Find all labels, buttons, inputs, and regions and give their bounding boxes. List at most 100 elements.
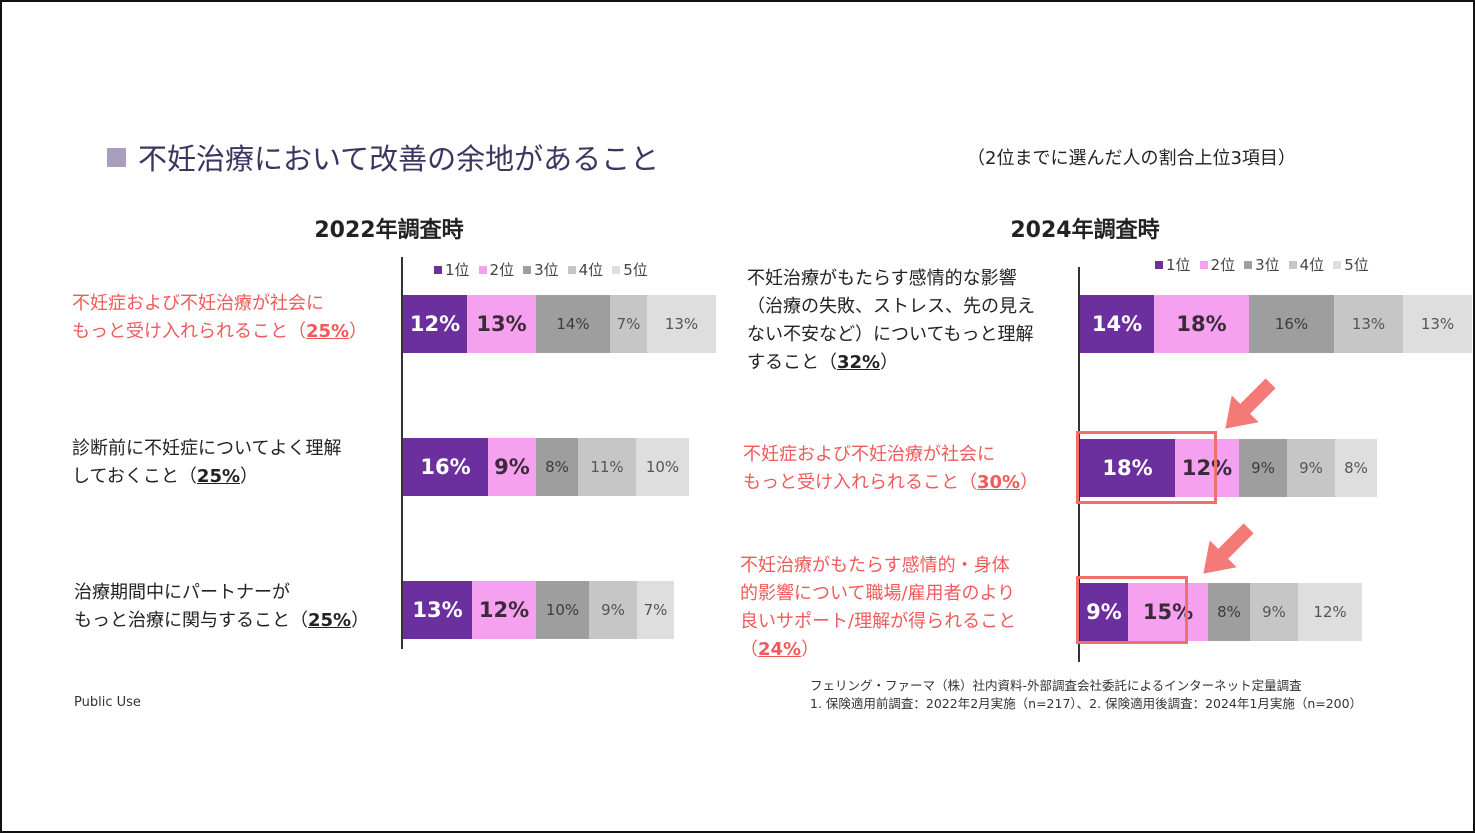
chart-title-2024: 2024年調査時 (1010, 218, 1160, 243)
page-title-text: 不妊治療において改善の余地があること (138, 142, 660, 176)
legend-swatch-icon (1288, 260, 1297, 269)
item-label-line: もっと治療に関与すること（25%） (74, 607, 369, 635)
chart-title-2022: 2022年調査時 (314, 218, 464, 243)
bar-segment-rank4: 13% (1334, 295, 1403, 353)
legend-label: 1位 (445, 261, 470, 279)
legend-label: 3位 (1255, 256, 1280, 274)
bar-segment-rank3: 9% (1239, 439, 1287, 497)
bar-segment-rank4: 9% (1250, 583, 1298, 641)
legend-swatch-icon (1244, 260, 1253, 269)
bar-segment-rank4: 7% (610, 295, 647, 353)
legend-item: 5位 (1333, 254, 1369, 275)
page-title: 不妊治療において改善の余地があること (107, 136, 659, 178)
arrow-shape (1225, 378, 1276, 429)
item-label-text: 的影響について職場/雇用者のより (740, 583, 1016, 604)
axis-2024 (1078, 267, 1080, 662)
item-share-pct: 25% (306, 321, 350, 342)
item-label-text: もっと受け入れられること（ (72, 321, 306, 342)
legend-label: 2位 (489, 261, 515, 279)
bar-segment-rank5: 12% (1298, 583, 1362, 641)
bar-segment-rank3: 8% (536, 438, 578, 496)
item-label-suffix: ） (349, 321, 368, 342)
title-square-icon (107, 148, 126, 167)
legend-item: 1位 (1155, 254, 1191, 275)
bar-segment-rank2: 9% (488, 438, 536, 496)
item-label-line: 治療期間中にパートナーが (74, 579, 369, 607)
bar-row: 13% 12% 10% 9% 7% (403, 581, 674, 639)
item-label-text: もっと受け入れられること（ (743, 472, 977, 493)
item-label-text: 不妊治療がもたらす感情的な影響 (747, 268, 1017, 289)
item-label-line: （24%） (740, 636, 1016, 664)
footnote-line1: フェリング・ファーマ（株）社内資料-外部調査会社委託によるインターネット定量調査 (810, 678, 1302, 693)
item-label-line: 不妊治療がもたらす感情的な影響 (747, 265, 1035, 293)
item-label-suffix: ） (801, 639, 820, 660)
item-label-line: しておくこと（25%） (72, 463, 341, 491)
arrow-shape (1203, 523, 1254, 574)
item-label-text: ない不安など）についてもっと理解 (747, 324, 1034, 345)
item-label-suffix: ） (351, 610, 370, 631)
bar-row: 14% 18% 16% 13% 13% (1080, 295, 1472, 353)
item-label-line: 診断前に不妊症についてよく理解 (72, 435, 341, 463)
highlight-box (1076, 431, 1217, 504)
bar-row: 18% 12% 9% 9% 8% (1080, 439, 1377, 497)
item-label-line: 良いサポート/理解が得られること (740, 608, 1016, 636)
item-label-line: すること（32%） (747, 349, 1035, 377)
item-label-line: 的影響について職場/雇用者のより (740, 580, 1016, 608)
item-label-line: もっと受け入れられること（25%） (72, 318, 367, 346)
item-share-pct: 25% (308, 610, 352, 631)
legend-label: 4位 (1299, 256, 1325, 274)
bar-segment-rank1: 14% (1080, 295, 1154, 353)
item-label-text: 不妊症および不妊治療が社会に (72, 293, 324, 314)
item-share-pct: 25% (196, 466, 241, 487)
bar-segment-rank3: 16% (1249, 295, 1334, 353)
legend-swatch-icon (612, 265, 621, 274)
item-label: 不妊治療がもたらす感情的な影響 （治療の失敗、ストレス、先の見えない不安など）につ… (747, 265, 1035, 377)
bar-segment-rank2: 13% (467, 295, 536, 353)
bar-segment-rank1: 12% (403, 295, 467, 353)
bar-segment-rank4: 11% (578, 438, 636, 496)
legend-label: 2位 (1210, 256, 1236, 274)
legend-swatch-icon (478, 265, 487, 274)
bar-segment-rank4: 9% (589, 581, 637, 639)
page-subtitle: （2位までに選んだ人の割合上位3項目） (967, 148, 1296, 169)
bar-segment-rank5: 7% (637, 581, 674, 639)
legend-item: 2位 (478, 259, 515, 280)
bar-segment-rank2: 18% (1154, 295, 1249, 353)
item-label-text: すること（ (747, 352, 837, 373)
legend-swatch-icon (1333, 260, 1342, 269)
legend-label: 3位 (534, 261, 559, 279)
item-label-text: しておくこと（ (72, 466, 197, 487)
item-label-text: もっと治療に関与すること（ (74, 610, 308, 631)
bar-segment-rank5: 13% (1403, 295, 1472, 353)
legend-item: 1位 (434, 259, 470, 280)
item-label: 不妊症および不妊治療が社会に もっと受け入れられること（25%） (72, 290, 367, 346)
footnote-line2: 1. 保険適用前調査：2022年2月実施（n=217）、2. 保険適用後調査：2… (810, 696, 1363, 711)
bar-row: 16% 9% 8% 11% 10% (403, 438, 689, 496)
bar-segment-rank3: 10% (536, 581, 589, 639)
item-label-line: （治療の失敗、ストレス、先の見え (747, 293, 1035, 321)
item-label-text: 不妊症および不妊治療が社会に (743, 444, 995, 465)
bar-segment-rank5: 13% (647, 295, 716, 353)
axis-2022 (401, 257, 403, 649)
legend-swatch-icon (567, 265, 576, 274)
bar-segment-rank1: 13% (403, 581, 472, 639)
item-label-text: （ (740, 639, 758, 660)
item-label-suffix: ） (1020, 472, 1039, 493)
legend-item: 5位 (612, 259, 648, 280)
legend-item: 2位 (1199, 254, 1236, 275)
bar-segment-rank4: 9% (1287, 439, 1335, 497)
item-label-line: ない不安など）についてもっと理解 (747, 321, 1035, 349)
bar-segment-rank3: 14% (536, 295, 610, 353)
legend-item: 3位 (1244, 254, 1280, 275)
item-label-line: 不妊症および不妊治療が社会に (72, 290, 367, 318)
bar-row: 9% 15% 8% 9% 12% (1080, 583, 1362, 641)
item-label-text: 不妊治療がもたらす感情的・身体 (740, 555, 1010, 576)
item-label-line: もっと受け入れられること（30%） (743, 469, 1038, 497)
item-label: 診断前に不妊症についてよく理解 しておくこと（25%） (72, 435, 341, 491)
legend-label: 1位 (1166, 256, 1191, 274)
bar-segment-rank2: 12% (472, 581, 536, 639)
bar-segment-rank2: 12% (1175, 439, 1239, 497)
legend-item: 3位 (523, 259, 559, 280)
arrow-down-left-icon (1203, 523, 1254, 574)
